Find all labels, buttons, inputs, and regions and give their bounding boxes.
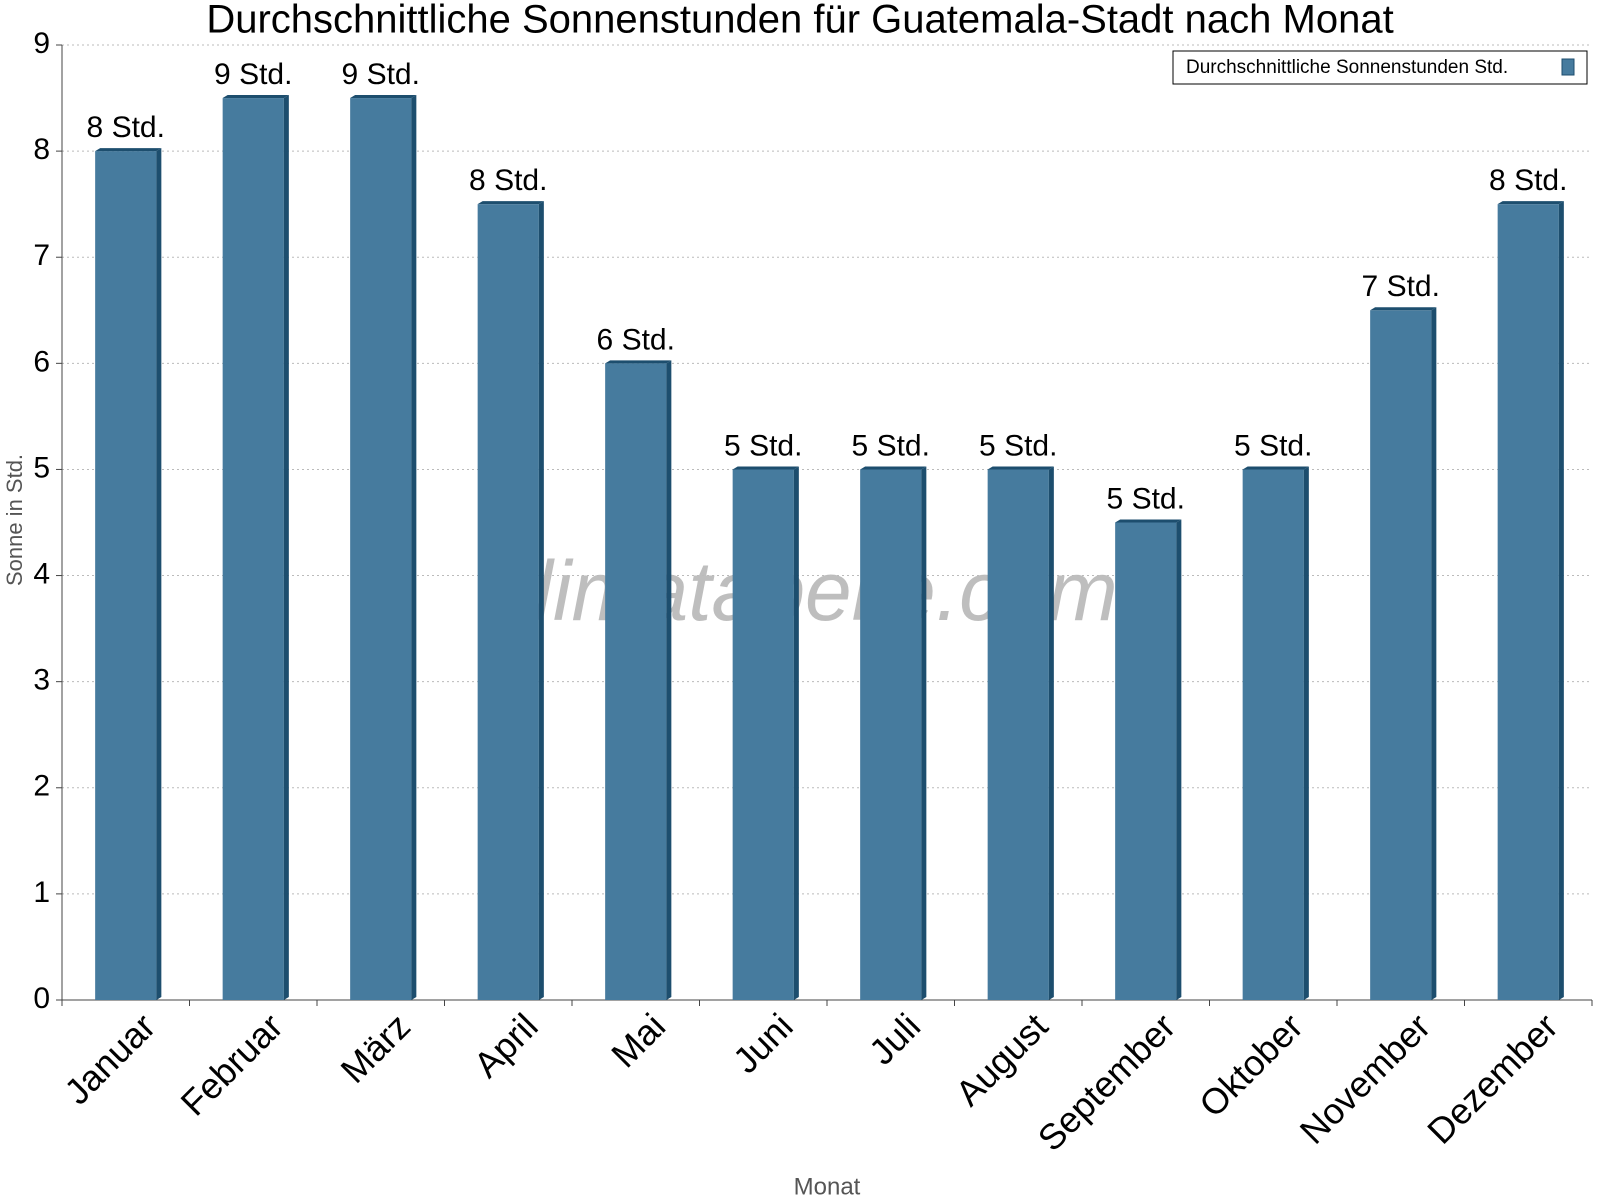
value-label: 7 Std.	[1362, 270, 1440, 303]
value-label: 9 Std.	[342, 58, 420, 91]
y-tick-label: 6	[33, 345, 50, 378]
value-label: 5 Std.	[1234, 429, 1312, 462]
x-tick-label: März	[333, 1005, 419, 1091]
chart-title: Durchschnittliche Sonnenstunden für Guat…	[206, 0, 1393, 42]
y-tick-label: 4	[33, 557, 50, 590]
bar-side	[1558, 201, 1564, 1000]
x-tick-label: Oktober	[1191, 1005, 1311, 1125]
y-tick-label: 2	[33, 770, 50, 803]
y-tick-label: 1	[33, 876, 50, 909]
value-label: 5 Std.	[852, 429, 930, 462]
bar-side	[666, 360, 672, 1000]
legend-box	[1172, 50, 1588, 85]
bar-top	[1115, 519, 1182, 523]
x-tick-label: Juli	[861, 1005, 928, 1072]
x-axis-title: Monat	[794, 1173, 861, 1200]
bar	[95, 151, 157, 1001]
bar-top	[222, 95, 289, 99]
value-label: 8 Std.	[469, 164, 547, 197]
y-tick-label: 9	[33, 27, 50, 60]
bar-top	[732, 466, 799, 470]
legend-swatch	[1561, 58, 1575, 76]
x-tick-label: Dezember	[1419, 1005, 1565, 1151]
value-label: 8 Std.	[87, 111, 165, 144]
x-tick-label: November	[1292, 1005, 1438, 1151]
bar-side	[156, 148, 162, 1001]
bar-side	[538, 201, 544, 1000]
bar	[732, 469, 794, 1000]
bar-side	[921, 466, 927, 1000]
y-tick-label: 5	[33, 451, 50, 484]
legend-label: Durchschnittliche Sonnenstunden Std.	[1186, 57, 1508, 78]
y-axis-title: Sonne in Std.	[2, 454, 27, 586]
bar	[987, 469, 1049, 1000]
bar	[1370, 310, 1432, 1000]
bar	[350, 98, 412, 1001]
bar-top	[1497, 201, 1564, 205]
bar-side	[793, 466, 799, 1000]
bar-top	[477, 201, 544, 205]
bar-side	[411, 95, 417, 1001]
bar-top	[860, 466, 927, 470]
x-tick-label: Juni	[725, 1005, 801, 1081]
bar-side	[1431, 307, 1437, 1000]
x-tick-label: Mai	[603, 1005, 673, 1075]
value-label: 9 Std.	[214, 58, 292, 91]
x-tick-label: April	[466, 1005, 546, 1085]
bar	[222, 98, 284, 1001]
bar-side	[283, 95, 289, 1001]
bar	[1242, 469, 1304, 1000]
value-label: 5 Std.	[979, 429, 1057, 462]
bar-top	[1370, 307, 1437, 311]
y-tick-label: 0	[33, 982, 50, 1015]
bar-top	[987, 466, 1054, 470]
value-label: 8 Std.	[1489, 164, 1567, 197]
x-tick-label: Februar	[173, 1005, 291, 1123]
value-label: 6 Std.	[597, 323, 675, 356]
bar	[860, 469, 922, 1000]
bar-top	[1242, 466, 1309, 470]
bar-top	[95, 148, 162, 152]
bar	[1497, 204, 1559, 1000]
bar	[477, 204, 539, 1000]
bar-top	[605, 360, 672, 364]
bar-side	[1176, 519, 1182, 1000]
bar	[1115, 522, 1177, 1000]
bar	[605, 363, 667, 1000]
bar-top	[350, 95, 417, 99]
x-tick-label: September	[1030, 1005, 1184, 1159]
y-tick-label: 8	[33, 133, 50, 166]
x-tick-label: August	[947, 1005, 1055, 1113]
x-tick-label: Januar	[56, 1005, 163, 1112]
bar-side	[1048, 466, 1054, 1000]
y-tick-label: 7	[33, 239, 50, 272]
y-tick-label: 3	[33, 664, 50, 697]
value-label: 5 Std.	[724, 429, 802, 462]
bar-side	[1303, 466, 1309, 1000]
value-label: 5 Std.	[1107, 482, 1185, 515]
